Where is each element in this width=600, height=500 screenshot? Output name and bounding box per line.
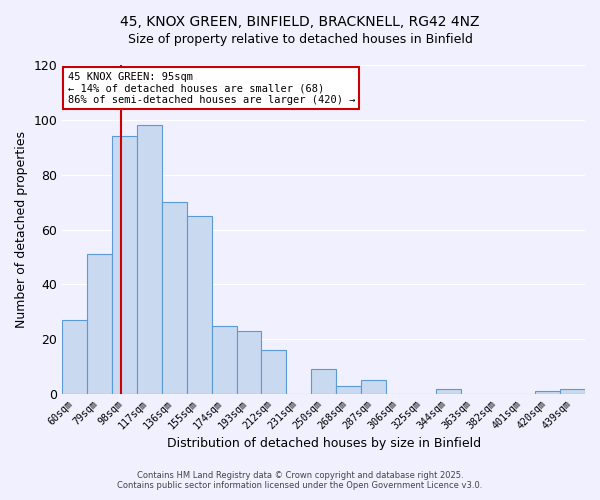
Bar <box>112 136 137 394</box>
Text: Contains HM Land Registry data © Crown copyright and database right 2025.
Contai: Contains HM Land Registry data © Crown c… <box>118 470 482 490</box>
Text: Size of property relative to detached houses in Binfield: Size of property relative to detached ho… <box>128 32 472 46</box>
Text: 45, KNOX GREEN, BINFIELD, BRACKNELL, RG42 4NZ: 45, KNOX GREEN, BINFIELD, BRACKNELL, RG4… <box>120 15 480 29</box>
Bar <box>187 216 212 394</box>
Text: 45 KNOX GREEN: 95sqm
← 14% of detached houses are smaller (68)
86% of semi-detac: 45 KNOX GREEN: 95sqm ← 14% of detached h… <box>68 72 355 105</box>
Bar <box>535 392 560 394</box>
Bar <box>336 386 361 394</box>
Bar <box>436 388 461 394</box>
Bar <box>62 320 87 394</box>
Bar <box>87 254 112 394</box>
Bar <box>560 388 585 394</box>
Bar <box>262 350 286 394</box>
X-axis label: Distribution of detached houses by size in Binfield: Distribution of detached houses by size … <box>167 437 481 450</box>
Bar <box>361 380 386 394</box>
Y-axis label: Number of detached properties: Number of detached properties <box>15 131 28 328</box>
Bar <box>137 126 162 394</box>
Bar <box>311 370 336 394</box>
Bar <box>162 202 187 394</box>
Bar <box>212 326 236 394</box>
Bar <box>236 331 262 394</box>
